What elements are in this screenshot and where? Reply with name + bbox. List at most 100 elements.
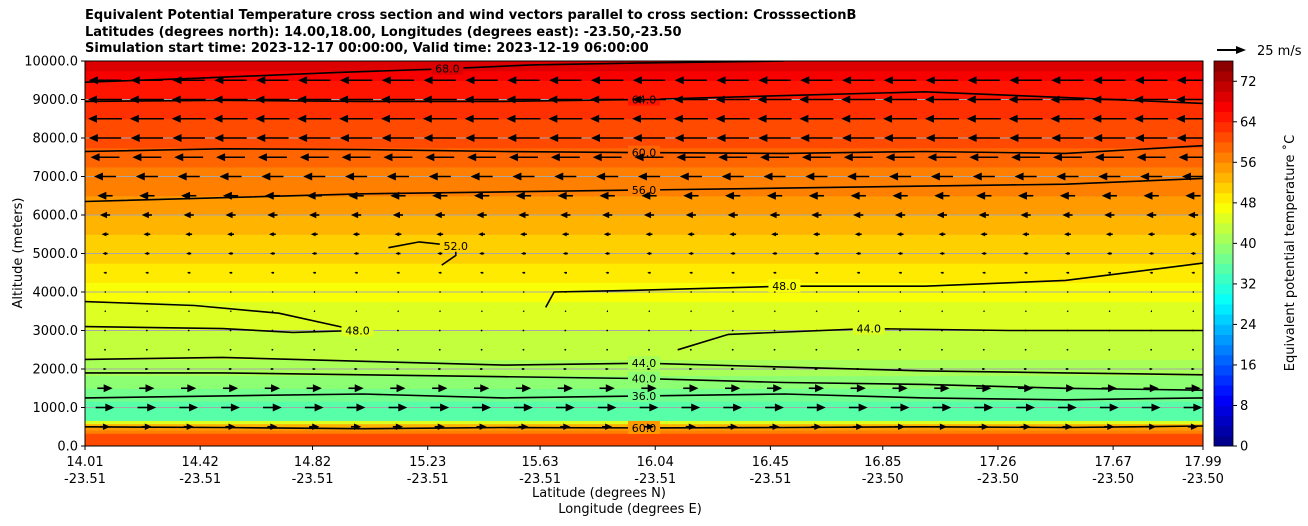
wind-vector <box>850 191 866 200</box>
field-band <box>85 295 1203 300</box>
wind-vector-head <box>1181 172 1191 181</box>
wind-vector-head <box>476 211 484 219</box>
wind-vector <box>177 172 200 181</box>
wind-vector <box>1064 232 1071 237</box>
wind-vector <box>730 367 735 371</box>
x-tick-label-lat: 14.01 <box>66 455 103 470</box>
wind-vector <box>438 310 441 313</box>
wind-vector <box>506 114 541 123</box>
wind-vector-head <box>1022 232 1027 237</box>
wind-vector <box>473 191 490 200</box>
wind-vector <box>773 329 776 332</box>
wind-vector <box>381 76 415 85</box>
wind-vector <box>978 423 989 430</box>
wind-vector <box>689 291 692 293</box>
wind-vector <box>354 271 358 274</box>
wind-vector-head <box>978 211 986 219</box>
wind-vector <box>104 310 106 313</box>
wind-vector-head <box>769 211 777 219</box>
field-band <box>85 160 1203 165</box>
field-band <box>85 221 1203 226</box>
wind-vector <box>422 114 457 123</box>
wind-vector <box>606 291 609 293</box>
wind-vector <box>591 133 624 143</box>
wind-vector-head <box>480 384 490 393</box>
wind-vector-head <box>437 251 441 256</box>
wind-vector <box>144 251 150 256</box>
wind-vector <box>255 95 290 104</box>
wind-vector-head <box>716 76 726 85</box>
wind-vector-head <box>563 423 571 430</box>
wind-vector <box>434 211 445 219</box>
wind-vector <box>1051 133 1084 143</box>
wind-vector <box>472 403 491 412</box>
x-tick-label-lat: 17.26 <box>979 455 1016 470</box>
wind-vector <box>1149 271 1153 274</box>
wind-vector-head <box>1148 251 1153 256</box>
wind-vector <box>181 384 197 393</box>
wind-vector <box>1104 211 1115 219</box>
wind-vector-head <box>972 172 982 181</box>
field-band <box>85 330 1203 335</box>
wind-vector-head <box>648 310 650 312</box>
wind-vector <box>982 271 986 274</box>
wind-vector <box>1024 291 1027 293</box>
wind-vector-head <box>480 310 482 312</box>
wind-vector <box>93 172 117 181</box>
wind-vector <box>1190 251 1196 256</box>
field-band <box>85 263 1203 267</box>
wind-vector <box>941 348 943 351</box>
colorbar-segment <box>1214 385 1233 396</box>
wind-vector-head <box>509 153 519 162</box>
wind-vector <box>1020 211 1031 219</box>
wind-vector <box>641 384 657 393</box>
field-band <box>85 308 1203 312</box>
wind-vector-head <box>646 423 655 430</box>
wind-vector-head <box>607 403 617 412</box>
wind-vector-head <box>271 367 275 371</box>
wind-vector-head <box>187 291 190 293</box>
x-tick-label-lon: -23.51 <box>64 472 106 487</box>
wind-vector-head <box>812 232 818 237</box>
wind-vector-head <box>603 232 609 237</box>
field-band <box>85 324 1203 328</box>
y-tick-label: 3000.0 <box>33 324 79 339</box>
wind-vector <box>1093 76 1126 85</box>
wind-vector-head <box>313 310 315 312</box>
wind-vector <box>941 329 943 332</box>
wind-vector <box>715 95 750 104</box>
wind-vector <box>648 329 650 332</box>
wind-vector <box>972 172 995 181</box>
wind-vector <box>562 251 568 256</box>
wind-vector-head <box>312 423 320 430</box>
wind-vector <box>132 153 162 162</box>
wind-vector-head <box>1053 153 1063 162</box>
field-band <box>85 275 1203 280</box>
field-band <box>85 410 1203 415</box>
wind-vector-head <box>941 291 943 293</box>
wind-vector <box>339 114 374 123</box>
field-band <box>85 128 1203 133</box>
wind-vector-head <box>438 384 448 393</box>
wind-vector <box>561 232 569 237</box>
wind-vector <box>687 232 695 237</box>
wind-vector-head <box>146 367 149 371</box>
colorbar-tick-label: 64 <box>1240 115 1257 130</box>
wind-vector <box>725 384 741 393</box>
field-band <box>85 320 1203 325</box>
wind-vector <box>1134 114 1169 123</box>
wind-vector-head <box>383 153 393 162</box>
wind-vector-head <box>470 172 480 181</box>
wind-vector-head <box>225 211 233 219</box>
wind-vector <box>213 95 248 104</box>
wind-vector <box>90 153 120 162</box>
wind-vector <box>557 384 573 393</box>
wind-vector-head <box>1094 153 1104 162</box>
wind-vector-head <box>602 211 610 219</box>
wind-vector <box>1191 271 1195 274</box>
wind-vector <box>476 211 487 219</box>
wind-vector-head <box>591 76 601 85</box>
wind-vector <box>1064 251 1071 256</box>
wind-vector <box>264 191 281 200</box>
wind-vector-head <box>731 291 734 293</box>
